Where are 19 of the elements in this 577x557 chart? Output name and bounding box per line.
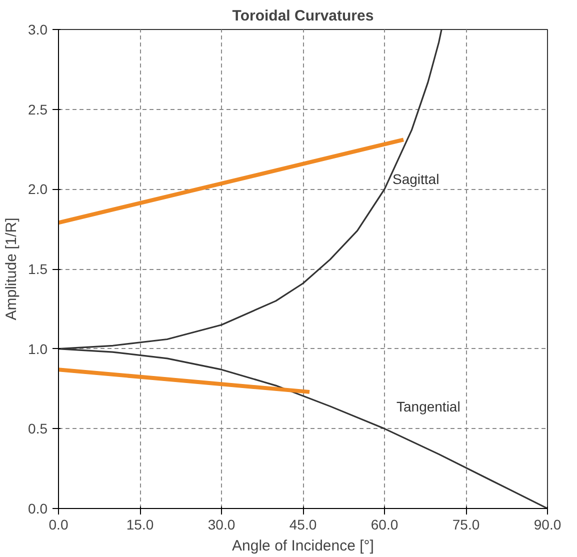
- x-axis-title: Angle of Incidence [°]: [232, 538, 374, 554]
- x-tick-label: 75.0: [452, 516, 480, 532]
- y-tick-label: 1.5: [28, 261, 48, 277]
- chart-title: Toroidal Curvatures: [232, 8, 374, 24]
- y-tick-label: 3.0: [28, 22, 48, 38]
- y-tick-label: 0.5: [28, 420, 48, 437]
- series-label: Tangential: [396, 398, 460, 415]
- x-tick-label: 60.0: [370, 516, 398, 532]
- x-tick-label: 45.0: [289, 516, 317, 532]
- y-tick-label: 0.0: [28, 500, 48, 516]
- y-tick-label: 1.0: [28, 340, 48, 357]
- x-tick-label: 15.0: [126, 516, 154, 532]
- series-label: Sagittal: [392, 171, 440, 188]
- x-tick-label: 0.0: [48, 516, 68, 532]
- y-tick-label: 2.5: [28, 101, 48, 118]
- x-tick-label: 30.0: [208, 516, 236, 532]
- y-axis-title: Amplitude [1/R]: [3, 218, 20, 320]
- x-tick-label: 90.0: [534, 516, 562, 532]
- y-tick-label: 2.0: [28, 181, 48, 198]
